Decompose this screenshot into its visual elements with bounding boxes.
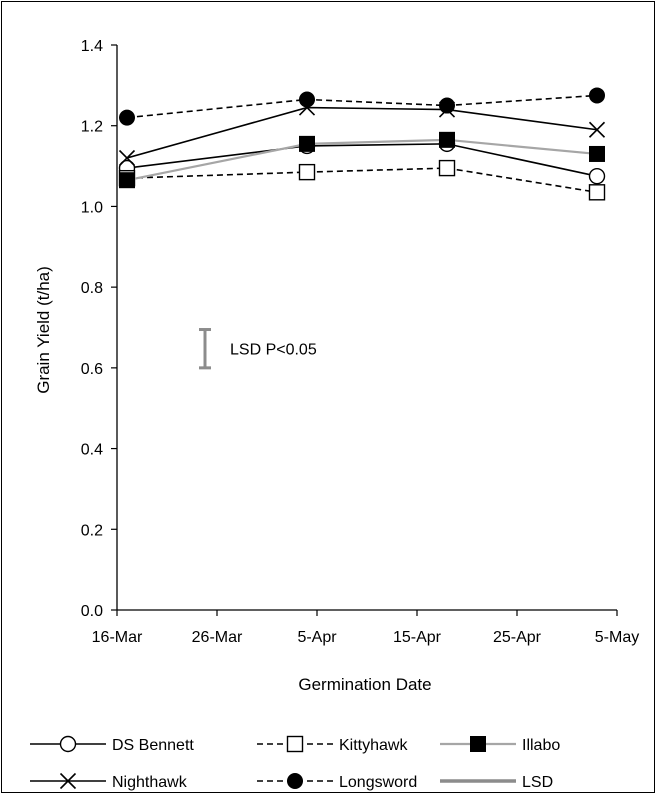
y-tick-label: 0.6	[81, 361, 103, 378]
series-illabo	[119, 131, 605, 189]
x-tick-label: 16-Mar	[92, 629, 143, 646]
y-tick-label: 0.8	[81, 280, 103, 297]
series-nighthawk	[118, 99, 606, 167]
axes: 0.0 0.2 0.4 0.6 0.8 1.0 1.2 1.4 16-Mar 26-Mar 5-Ap…	[81, 38, 639, 646]
legend-label: LSD	[522, 774, 553, 791]
y-axis-label: Grain Yield (t/ha)	[34, 266, 53, 394]
x-tick-label: 5-Apr	[297, 629, 337, 646]
legend: DS Bennett Kittyhawk Illabo Nighthawk Longsw…	[30, 735, 560, 791]
series-layer	[118, 87, 606, 201]
data-point	[588, 167, 606, 185]
marker-x-stroke	[59, 772, 77, 790]
legend-label: DS Bennett	[112, 737, 194, 754]
x-tick-label: 25-Apr	[493, 629, 542, 646]
legend-item-lsd: LSD	[440, 774, 553, 791]
data-point	[299, 135, 315, 152]
legend-marker	[59, 772, 77, 790]
data-point	[439, 97, 455, 114]
legend-label: Nighthawk	[112, 774, 188, 791]
legend-marker	[287, 773, 303, 789]
marker-x-stroke	[118, 149, 136, 167]
legend-item-ds-bennett: DS Bennett	[30, 735, 194, 754]
data-point	[589, 145, 605, 162]
series-line	[126, 167, 598, 194]
marker-x-stroke	[588, 121, 606, 138]
series-line	[126, 138, 598, 182]
series-line	[126, 94, 598, 119]
series-line	[126, 106, 598, 159]
data-point	[119, 172, 135, 189]
legend-label: Illabo	[522, 737, 560, 754]
x-tick-label: 15-Apr	[393, 629, 442, 646]
legend-marker	[59, 735, 77, 753]
legend-item-kittyhawk: Kittyhawk	[257, 735, 408, 754]
data-point	[118, 149, 136, 167]
data-point	[439, 131, 455, 148]
x-axis-label: Germination Date	[298, 675, 431, 694]
legend-label: Longsword	[339, 774, 417, 791]
data-point	[299, 91, 315, 108]
legend-label: Kittyhawk	[339, 737, 408, 754]
y-tick-label: 0.4	[81, 442, 103, 459]
data-point	[588, 184, 606, 201]
data-point	[119, 109, 135, 126]
legend-marker	[286, 735, 304, 753]
legend-item-longsword: Longsword	[257, 773, 417, 791]
legend-item-illabo: Illabo	[440, 736, 560, 754]
data-point	[589, 87, 605, 104]
series-line	[126, 143, 598, 177]
y-tick-label: 1.0	[81, 199, 103, 216]
legend-marker	[470, 736, 486, 752]
x-tick-label: 26-Mar	[192, 629, 243, 646]
data-point	[298, 163, 316, 181]
y-tick-label: 0.2	[81, 522, 103, 539]
x-tick-label: 5-May	[595, 629, 639, 646]
y-tick-label: 1.4	[81, 38, 103, 55]
legend-item-nighthawk: Nighthawk	[30, 772, 188, 791]
y-tick-label: 1.2	[81, 119, 103, 136]
series-longsword	[119, 87, 605, 126]
data-point	[438, 159, 456, 177]
lsd-label: LSD P<0.05	[230, 342, 317, 359]
y-tick-label: 0.0	[81, 603, 103, 620]
data-point	[588, 121, 606, 138]
lsd-group: LSD P<0.05	[199, 328, 317, 370]
